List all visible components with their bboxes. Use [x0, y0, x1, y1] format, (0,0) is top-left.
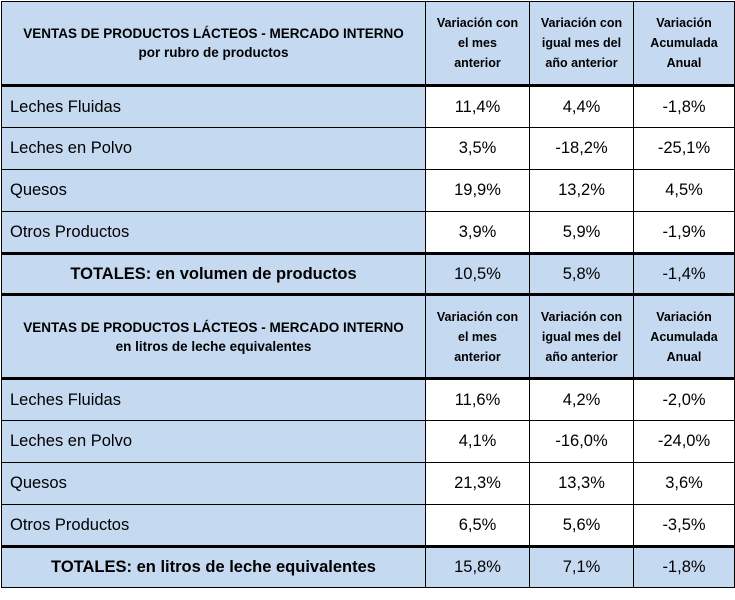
table1-title-line2: por rubro de productos [138, 45, 289, 60]
row-value: 21,3% [425, 462, 530, 505]
table-row: Otros Productos 6,5% 5,6% -3,5% [1, 504, 735, 548]
total-value: -1,4% [633, 253, 735, 296]
row-label: Leches Fluidas [1, 85, 426, 128]
table2-title: VENTAS DE PRODUCTOS LÁCTEOS - MERCADO IN… [1, 294, 426, 380]
total-value: 7,1% [529, 546, 634, 588]
total-value: 5,8% [529, 253, 634, 296]
row-value: -1,9% [633, 211, 735, 255]
table-row: Quesos 21,3% 13,3% 3,6% [1, 462, 735, 505]
table2-header-row: VENTAS DE PRODUCTOS LÁCTEOS - MERCADO IN… [1, 294, 735, 380]
col-header-line: Anual [666, 56, 702, 70]
row-value: -25,1% [633, 127, 735, 170]
table2-title-line2: en litros de leche equivalentes [115, 338, 312, 354]
row-value: 13,3% [529, 462, 634, 505]
col-header-line: Variación [656, 16, 712, 30]
col-header-line: Variación con [436, 309, 519, 324]
col-header-line: Anual [666, 349, 702, 364]
table1-total-row: TOTALES: en volumen de productos 10,5% 5… [1, 253, 735, 296]
col-header-line: Variación con [540, 309, 623, 324]
table-row: Leches Fluidas 11,6% 4,2% -2,0% [1, 378, 735, 421]
table-row: Leches Fluidas 11,4% 4,4% -1,8% [1, 85, 735, 128]
table1-title: VENTAS DE PRODUCTOS LÁCTEOS - MERCADO IN… [1, 1, 426, 87]
row-value: -24,0% [633, 420, 735, 463]
row-value: -3,5% [633, 504, 735, 548]
col-header-line: Acumulada [650, 329, 718, 344]
row-value: 13,2% [529, 169, 634, 212]
row-label: Otros Productos [1, 211, 426, 255]
row-value: 4,4% [529, 85, 634, 128]
row-value: 5,6% [529, 504, 634, 548]
row-value: -16,0% [529, 420, 634, 463]
table2-col-year: Variación con igual mes del año anterior [529, 294, 634, 380]
row-label: Quesos [1, 462, 426, 505]
row-value: -1,8% [633, 85, 735, 128]
table2-col-accum: Variación Acumulada Anual [633, 294, 735, 380]
row-value: -2,0% [633, 378, 735, 421]
total-label: TOTALES: en litros de leche equivalentes [1, 546, 426, 588]
row-value: 4,5% [633, 169, 735, 212]
table2-col-month: Variación con el mes anterior [425, 294, 530, 380]
row-label: Leches en Polvo [1, 127, 426, 170]
col-header-line: anterior [454, 56, 501, 70]
row-label: Otros Productos [1, 504, 426, 548]
table1-col-accum: Variación Acumulada Anual [633, 1, 735, 87]
table1-title-line1: VENTAS DE PRODUCTOS LÁCTEOS - MERCADO IN… [23, 26, 404, 41]
row-value: 6,5% [425, 504, 530, 548]
row-value: 11,4% [425, 85, 530, 128]
col-header-line: el mes [458, 36, 497, 50]
total-value: 15,8% [425, 546, 530, 588]
dairy-sales-table: VENTAS DE PRODUCTOS LÁCTEOS - MERCADO IN… [1, 1, 735, 588]
col-header-line: Variación con [540, 16, 623, 30]
row-value: 3,9% [425, 211, 530, 255]
total-label: TOTALES: en volumen de productos [1, 253, 426, 296]
col-header-line: año anterior [545, 349, 618, 364]
row-label: Quesos [1, 169, 426, 212]
table1-col-year: Variación con igual mes del año anterior [529, 1, 634, 87]
row-value: 5,9% [529, 211, 634, 255]
row-value: 4,2% [529, 378, 634, 421]
table-row: Leches en Polvo 4,1% -16,0% -24,0% [1, 420, 735, 463]
col-header-line: Variación [656, 309, 712, 324]
table-row: Otros Productos 3,9% 5,9% -1,9% [1, 211, 735, 255]
col-header-line: el mes [458, 329, 497, 344]
total-value: -1,8% [633, 546, 735, 588]
col-header-line: igual mes del [541, 36, 622, 50]
total-value: 10,5% [425, 253, 530, 296]
table2-total-row: TOTALES: en litros de leche equivalentes… [1, 546, 735, 588]
table-row: Quesos 19,9% 13,2% 4,5% [1, 169, 735, 212]
table1-header-row: VENTAS DE PRODUCTOS LÁCTEOS - MERCADO IN… [1, 1, 735, 87]
row-value: 4,1% [425, 420, 530, 463]
table2-title-line1: VENTAS DE PRODUCTOS LÁCTEOS - MERCADO IN… [23, 319, 404, 335]
row-value: 19,9% [425, 169, 530, 212]
col-header-line: año anterior [545, 56, 618, 70]
col-header-line: Acumulada [650, 36, 718, 50]
table1-col-month: Variación con el mes anterior [425, 1, 530, 87]
row-value: -18,2% [529, 127, 634, 170]
table-row: Leches en Polvo 3,5% -18,2% -25,1% [1, 127, 735, 170]
row-label: Leches Fluidas [1, 378, 426, 421]
col-header-line: igual mes del [541, 329, 622, 344]
row-label: Leches en Polvo [1, 420, 426, 463]
col-header-line: Variación con [436, 16, 519, 30]
col-header-line: anterior [454, 349, 501, 364]
row-value: 3,6% [633, 462, 735, 505]
row-value: 11,6% [425, 378, 530, 421]
row-value: 3,5% [425, 127, 530, 170]
